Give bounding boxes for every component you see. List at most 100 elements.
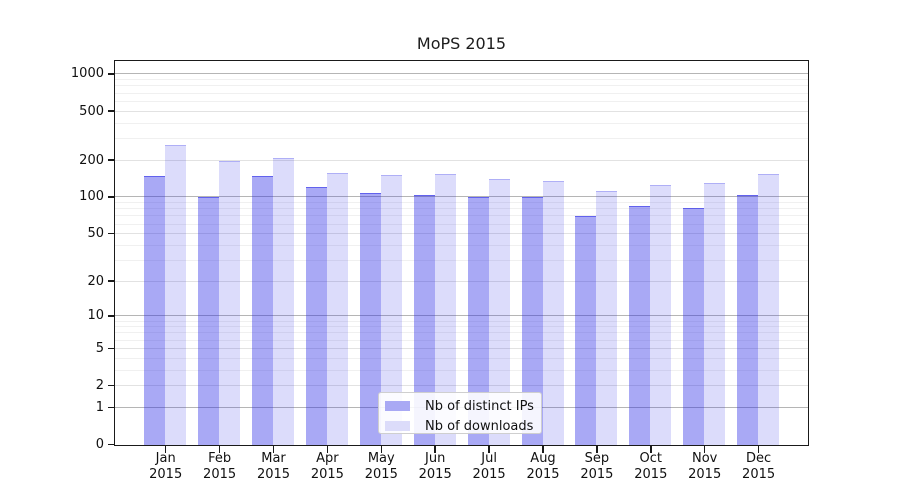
gridline-minor <box>115 332 808 334</box>
bar-nb-of-distinct-ips-aug <box>521 197 543 445</box>
bar-nb-of-downloads-may <box>380 174 402 445</box>
bar-nb-of-distinct-ips-feb <box>198 197 220 445</box>
y-tick-mark <box>107 443 115 446</box>
bar-nb-of-distinct-ips-may <box>359 193 381 445</box>
x-tick-label: Sep 2015 <box>567 451 627 482</box>
bar-nb-of-downloads-aug <box>542 181 564 445</box>
gridline-minor <box>115 223 808 225</box>
x-tick-label-year: 2015 <box>310 466 344 482</box>
y-tick-mark <box>107 280 115 282</box>
bar-nb-of-distinct-ips-apr <box>305 186 327 445</box>
gridline-minor <box>115 369 808 371</box>
gridline-minor <box>115 208 808 210</box>
x-tick-label: Feb 2015 <box>190 451 250 482</box>
y-tick-mark <box>107 347 115 350</box>
bar-nb-of-distinct-ips-jun <box>413 194 435 445</box>
x-tick-label-year: 2015 <box>580 466 614 482</box>
x-tick-mark <box>380 446 383 453</box>
y-tick-mark <box>107 73 115 75</box>
x-tick-mark <box>757 446 760 453</box>
gridline-minor <box>115 122 808 124</box>
x-tick-mark <box>164 446 167 453</box>
x-tick-mark <box>488 446 490 453</box>
gridline-minor <box>115 215 808 217</box>
gridline-major <box>115 110 808 112</box>
gridline-major <box>115 347 808 349</box>
x-tick-label-year: 2015 <box>634 466 668 482</box>
legend-label-distinct-ips: Nb of distinct IPs <box>425 398 534 414</box>
gridline-major <box>115 385 808 387</box>
y-tick-mark <box>107 232 115 235</box>
x-tick-label-month: Sep <box>584 451 610 466</box>
bar-nb-of-downloads-jun <box>434 173 456 445</box>
y-tick-mark <box>107 384 115 387</box>
gridline-major <box>115 159 808 161</box>
x-tick-label-month: Jun <box>425 451 446 466</box>
x-tick-label-year: 2015 <box>149 466 183 482</box>
x-tick-label-year: 2015 <box>688 466 722 482</box>
gridline-minor <box>115 357 808 359</box>
x-tick-label: Jan 2015 <box>136 451 196 482</box>
x-tick-label-year: 2015 <box>256 466 291 482</box>
legend: Nb of distinct IPs Nb of downloads <box>378 392 542 434</box>
bar-nb-of-downloads-oct <box>650 185 672 445</box>
y-tick-label: 5 <box>95 340 104 356</box>
y-tick-label: 1000 <box>70 66 104 82</box>
legend-swatch-distinct-ips <box>385 401 410 411</box>
x-tick-label: Oct 2015 <box>621 451 681 482</box>
bar-nb-of-downloads-jul <box>488 179 510 445</box>
plot-area <box>114 60 809 446</box>
x-tick-label-year: 2015 <box>472 466 506 482</box>
y-tick-label: 2 <box>95 378 104 394</box>
bar-nb-of-downloads-sep <box>596 190 618 445</box>
legend-item-downloads: Nb of downloads <box>385 417 541 435</box>
legend-swatch-downloads <box>385 421 410 431</box>
x-tick-mark <box>650 446 652 453</box>
x-tick-mark <box>703 446 706 453</box>
y-tick-mark <box>107 159 115 161</box>
legend-item-distinct-ips: Nb of distinct IPs <box>385 397 541 415</box>
bar-nb-of-distinct-ips-sep <box>575 216 597 445</box>
x-tick-label-year: 2015 <box>526 466 560 482</box>
x-tick-label: Nov 2015 <box>675 451 735 482</box>
gridline-minor <box>115 85 808 87</box>
gridline-minor <box>115 244 808 246</box>
gridline-minor <box>115 79 808 81</box>
x-tick-label-month: Dec <box>746 451 772 466</box>
y-tick-mark <box>107 196 115 198</box>
y-tick-label: 50 <box>87 226 104 242</box>
x-tick-label-month: Jan <box>155 451 176 466</box>
gridline-decade <box>115 73 808 75</box>
bar-nb-of-distinct-ips-jan <box>144 175 166 445</box>
bar-nb-of-downloads-mar <box>273 158 294 445</box>
gridline-decade <box>115 315 808 317</box>
y-tick-label: 500 <box>79 103 104 119</box>
x-tick-label: Aug 2015 <box>513 451 573 482</box>
x-tick-label: Jun 2015 <box>405 451 465 482</box>
y-tick-label: 200 <box>79 152 104 168</box>
y-tick-label: 20 <box>87 273 104 289</box>
y-tick-mark <box>107 315 115 317</box>
gridline-minor <box>115 326 808 328</box>
y-tick-label: 0 <box>95 437 104 452</box>
bar-nb-of-distinct-ips-mar <box>252 175 273 445</box>
x-tick-label: May 2015 <box>351 451 411 482</box>
x-tick-label-month: Feb <box>208 451 232 466</box>
gridline-minor <box>115 202 808 204</box>
gridline-major <box>115 233 808 235</box>
x-tick-label-month: Mar <box>261 451 286 466</box>
y-tick-label: 10 <box>87 308 104 324</box>
gridline-decade <box>115 196 808 198</box>
x-tick-label-month: Nov <box>692 451 718 466</box>
bar-nb-of-downloads-dec <box>758 174 780 445</box>
bar-nb-of-downloads-jan <box>165 144 187 445</box>
x-tick-label-year: 2015 <box>364 466 398 482</box>
x-tick-label: Apr 2015 <box>297 451 357 482</box>
x-tick-label: Jul 2015 <box>459 451 519 482</box>
bar-nb-of-downloads-nov <box>704 182 726 445</box>
y-tick-mark <box>107 110 115 112</box>
bar-nb-of-downloads-apr <box>326 172 348 445</box>
x-tick-label-month: Aug <box>530 451 556 466</box>
x-tick-label-month: Oct <box>639 451 663 466</box>
y-tick-mark <box>107 406 115 409</box>
